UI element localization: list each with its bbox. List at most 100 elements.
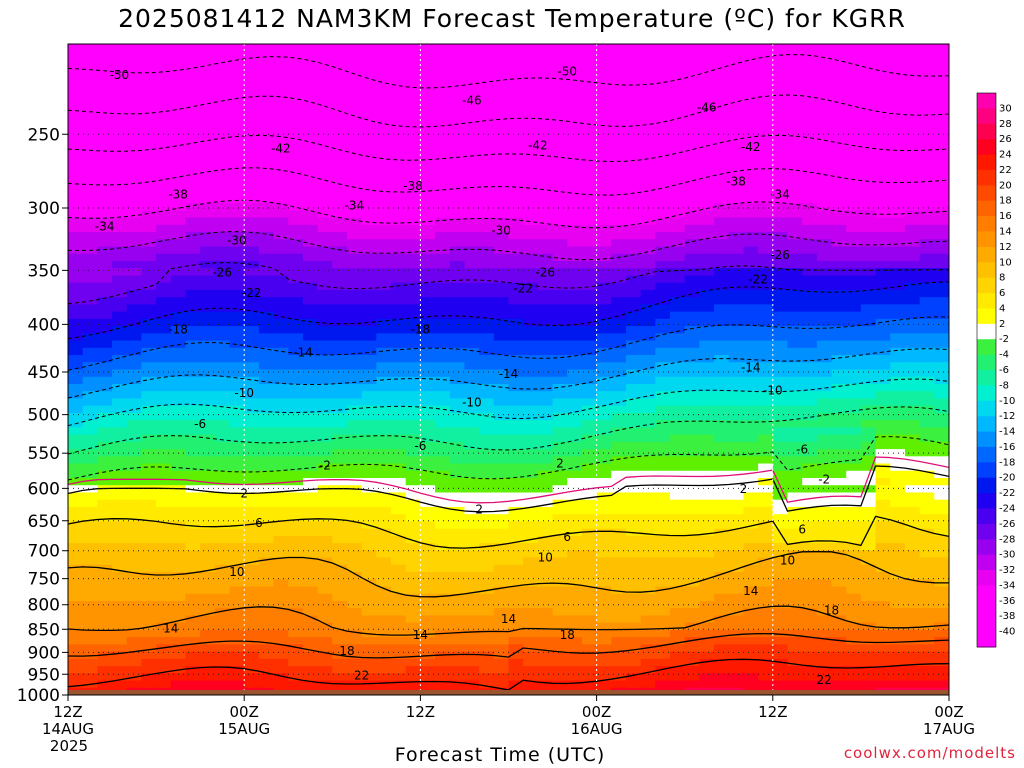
temperature-cell [288,217,304,226]
temperature-cell [68,470,84,479]
temperature-cell [772,318,789,327]
temperature-cell [420,51,436,60]
temperature-cell [537,326,554,334]
temperature-cell [156,420,172,428]
temperature-cell [611,441,627,450]
temperature-cell [317,253,333,262]
temperature-cell [302,152,319,161]
temperature-cell [156,101,172,110]
temperature-cell [332,478,348,486]
temperature-cell [772,543,789,551]
temperature-cell [420,297,436,305]
temperature-cell [655,268,671,277]
temperature-cell [567,51,583,60]
temperature-cell [420,456,436,465]
temperature-cell [156,376,172,385]
temperature-cell [714,224,730,233]
temperature-cell [552,412,568,421]
temperature-cell [919,80,935,88]
temperature-cell [699,434,715,443]
temperature-cell [904,203,921,211]
temperature-cell [126,145,143,154]
temperature-cell [405,304,421,313]
temperature-cell [435,600,451,609]
temperature-cell [567,535,583,544]
temperature-cell [435,159,451,168]
temperature-cell [787,318,803,327]
temperature-cell [890,72,906,81]
temperature-cell [346,572,363,580]
temperature-cell [860,485,877,494]
temperature-cell [493,65,510,74]
temperature-cell [258,333,275,342]
temperature-cell [258,58,275,67]
temperature-cell [68,434,84,443]
temperature-cell [361,355,377,363]
temperature-cell [258,318,275,327]
temperature-cell [831,261,847,269]
temperature-cell [890,550,906,559]
temperature-cell [244,449,260,457]
temperature-cell [904,188,921,197]
temperature-cell [273,514,289,522]
temperature-cell [699,550,715,559]
temperature-cell [317,65,333,74]
temperature-cell [625,261,642,269]
temperature-cell [772,174,789,183]
temperature-cell [112,528,128,537]
temperature-cell [170,347,187,356]
temperature-cell [391,514,407,522]
temperature-cell [464,232,480,240]
temperature-cell [493,622,510,631]
temperature-cell [185,275,201,284]
temperature-cell [860,282,877,291]
temperature-cell [802,130,818,139]
temperature-cell [244,383,260,392]
temperature-cell [97,449,113,457]
temperature-cell [508,463,524,472]
temperature-cell [112,116,128,125]
temperature-cell [625,369,642,378]
temperature-cell [890,58,906,67]
temperature-cell [846,282,862,291]
temperature-cell [405,44,421,52]
temperature-cell [552,253,568,262]
temperature-cell [68,608,84,617]
temperature-cell [625,629,642,638]
temperature-cell [185,340,201,349]
temperature-cell [479,123,495,132]
temperature-cell [596,362,612,371]
temperature-cell [787,159,803,168]
temperature-cell [758,275,774,284]
temperature-cell [170,217,187,226]
temperature-cell [611,166,627,175]
temperature-cell [185,72,201,81]
temperature-cell [655,51,671,60]
temperature-cell [787,362,803,371]
temperature-cell [126,275,143,284]
temperature-cell [890,564,906,573]
temperature-cell [170,470,187,479]
temperature-cell [391,311,407,320]
temperature-cell [611,499,627,508]
temperature-cell [728,412,745,421]
temperature-cell [376,456,392,465]
temperature-cell [611,246,627,255]
temperature-cell [82,557,98,566]
temperature-cell [816,275,833,284]
temperature-cell [317,297,333,305]
temperature-cell [508,615,524,624]
temperature-cell [112,195,128,204]
temperature-cell [405,188,421,197]
temperature-cell [802,58,818,67]
temperature-cell [258,499,275,508]
temperature-cell [684,615,700,624]
temperature-cell [273,521,289,530]
temperature-cell [361,188,377,197]
temperature-cell [391,51,407,60]
temperature-cell [919,340,935,349]
temperature-cell [449,253,466,262]
temperature-cell [317,94,333,103]
temperature-cell [302,210,319,219]
temperature-cell [904,181,921,190]
